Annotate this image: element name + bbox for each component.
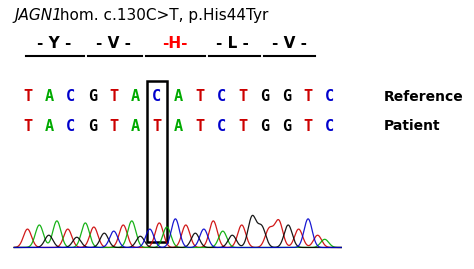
Text: -H-: -H- bbox=[162, 36, 187, 51]
Text: hom. c.130C>T, p.His44Tyr: hom. c.130C>T, p.His44Tyr bbox=[55, 8, 268, 23]
Text: T: T bbox=[195, 119, 205, 134]
Text: T: T bbox=[303, 89, 312, 104]
Text: C: C bbox=[217, 119, 226, 134]
Text: A: A bbox=[131, 119, 140, 134]
Text: - V -: - V - bbox=[272, 36, 307, 51]
Text: A: A bbox=[45, 119, 54, 134]
Bar bbox=[146, 81, 167, 242]
Text: - L -: - L - bbox=[216, 36, 249, 51]
Text: G: G bbox=[282, 89, 291, 104]
Text: T: T bbox=[23, 119, 32, 134]
Text: T: T bbox=[23, 89, 32, 104]
Text: G: G bbox=[260, 89, 269, 104]
Text: C: C bbox=[325, 89, 334, 104]
Text: T: T bbox=[109, 89, 118, 104]
Text: G: G bbox=[260, 119, 269, 134]
Text: T: T bbox=[303, 119, 312, 134]
Text: T: T bbox=[152, 119, 162, 134]
Text: T: T bbox=[238, 119, 248, 134]
Text: C: C bbox=[217, 89, 226, 104]
Text: Patient: Patient bbox=[384, 119, 440, 133]
Text: - Y -: - Y - bbox=[37, 36, 72, 51]
Text: A: A bbox=[174, 119, 183, 134]
Text: C: C bbox=[325, 119, 334, 134]
Text: A: A bbox=[174, 89, 183, 104]
Text: C: C bbox=[152, 89, 162, 104]
Text: G: G bbox=[88, 89, 97, 104]
Text: G: G bbox=[282, 119, 291, 134]
Text: A: A bbox=[45, 89, 54, 104]
Text: C: C bbox=[66, 89, 75, 104]
Text: T: T bbox=[109, 119, 118, 134]
Text: T: T bbox=[195, 89, 205, 104]
Text: - V -: - V - bbox=[96, 36, 131, 51]
Text: G: G bbox=[88, 119, 97, 134]
Text: C: C bbox=[66, 119, 75, 134]
Text: A: A bbox=[131, 89, 140, 104]
Text: Reference: Reference bbox=[384, 90, 464, 104]
Text: JAGN1: JAGN1 bbox=[14, 8, 62, 23]
Text: T: T bbox=[238, 89, 248, 104]
